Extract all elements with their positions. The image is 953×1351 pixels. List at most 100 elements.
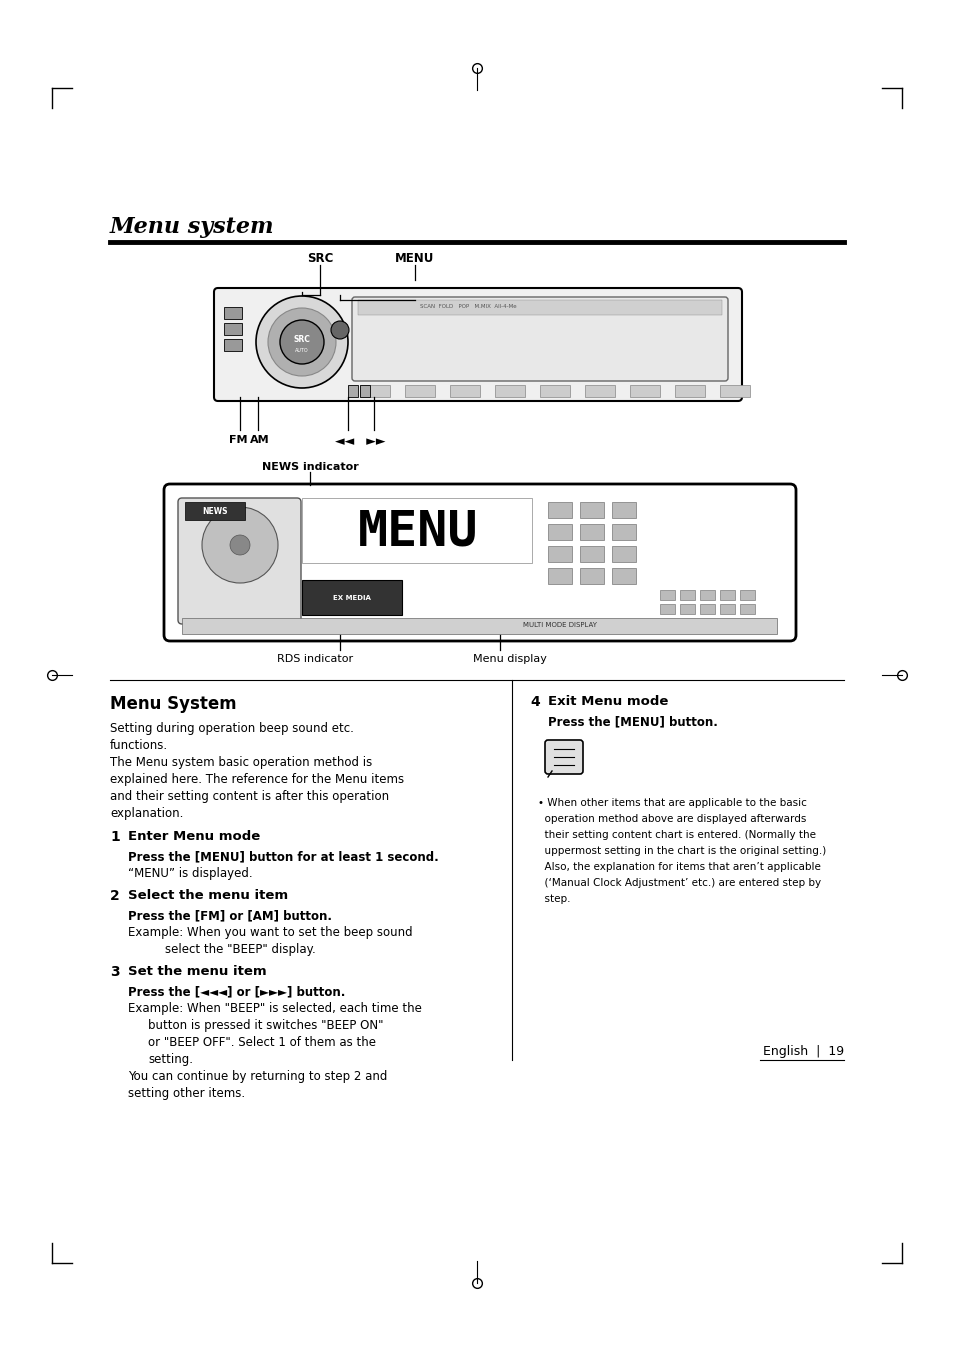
Bar (679, 604, 695, 613)
Bar (547, 546, 572, 562)
Text: setting other items.: setting other items. (128, 1088, 245, 1100)
Bar (579, 524, 603, 540)
Bar (182, 617, 776, 634)
Text: (‘Manual Clock Adjustment’ etc.) are entered step by: (‘Manual Clock Adjustment’ etc.) are ent… (537, 878, 821, 888)
Text: “MENU” is displayed.: “MENU” is displayed. (128, 867, 253, 880)
Text: ◄◄   ►►: ◄◄ ►► (335, 435, 385, 449)
Bar (185, 503, 245, 520)
Text: 1: 1 (110, 830, 120, 844)
Text: 3: 3 (110, 965, 119, 979)
Text: SRC: SRC (307, 253, 333, 265)
Text: Enter Menu mode: Enter Menu mode (128, 830, 260, 843)
Bar (359, 385, 370, 397)
Text: AUTO: AUTO (294, 347, 309, 353)
Bar (700, 590, 714, 600)
Circle shape (280, 320, 324, 363)
Text: Press the [FM] or [AM] button.: Press the [FM] or [AM] button. (128, 909, 332, 921)
Text: Also, the explanation for items that aren’t applicable: Also, the explanation for items that are… (537, 862, 820, 871)
Text: AM: AM (250, 435, 270, 444)
Text: • When other items that are applicable to the basic: • When other items that are applicable t… (537, 798, 806, 808)
Text: Example: When you want to set the beep sound: Example: When you want to set the beep s… (128, 925, 413, 939)
FancyBboxPatch shape (164, 484, 795, 640)
Bar (357, 300, 721, 315)
Text: Select the menu item: Select the menu item (128, 889, 288, 902)
Text: Exit Menu mode: Exit Menu mode (547, 694, 668, 708)
Text: RDS indicator: RDS indicator (276, 654, 353, 663)
Text: SCAN  FOLD   POP   M.MIX  All-4-Me: SCAN FOLD POP M.MIX All-4-Me (419, 304, 517, 309)
Bar (720, 604, 734, 613)
Circle shape (255, 296, 348, 388)
Text: Press the [MENU] button for at least 1 second.: Press the [MENU] button for at least 1 s… (128, 850, 438, 863)
Text: NEWS indicator: NEWS indicator (261, 462, 358, 471)
Bar (579, 546, 603, 562)
Text: button is pressed it switches "BEEP ON": button is pressed it switches "BEEP ON" (148, 1019, 383, 1032)
Bar (612, 567, 636, 584)
Bar (348, 385, 357, 397)
Bar (405, 385, 435, 397)
Bar (450, 385, 479, 397)
Bar (224, 307, 242, 319)
Bar (495, 385, 524, 397)
Text: explained here. The reference for the Menu items: explained here. The reference for the Me… (110, 773, 404, 786)
Text: EX MEDIA: EX MEDIA (333, 594, 371, 601)
Bar (547, 524, 572, 540)
Bar (700, 604, 714, 613)
Text: Press the [MENU] button.: Press the [MENU] button. (547, 715, 717, 728)
Text: The Menu system basic operation method is: The Menu system basic operation method i… (110, 757, 372, 769)
Text: select the "BEEP" display.: select the "BEEP" display. (165, 943, 315, 957)
Bar (612, 546, 636, 562)
Text: functions.: functions. (110, 739, 168, 753)
Bar (659, 604, 675, 613)
Bar (659, 590, 675, 600)
Text: explanation.: explanation. (110, 807, 183, 820)
Bar (224, 323, 242, 335)
Bar (302, 580, 401, 615)
Bar (547, 567, 572, 584)
FancyBboxPatch shape (544, 740, 582, 774)
Text: Setting during operation beep sound etc.: Setting during operation beep sound etc. (110, 721, 354, 735)
Circle shape (268, 308, 335, 376)
Bar (740, 604, 754, 613)
Text: setting.: setting. (148, 1052, 193, 1066)
Text: Menu display: Menu display (473, 654, 546, 663)
Text: NEWS: NEWS (202, 507, 228, 516)
Bar (359, 385, 390, 397)
Bar (579, 503, 603, 517)
Text: English  |  19: English | 19 (762, 1046, 843, 1058)
Bar (675, 385, 704, 397)
Circle shape (230, 535, 250, 555)
Bar (539, 385, 569, 397)
Text: their setting content chart is entered. (Normally the: their setting content chart is entered. … (537, 830, 815, 840)
Text: Set the menu item: Set the menu item (128, 965, 266, 978)
FancyBboxPatch shape (178, 499, 301, 624)
Text: FM: FM (229, 435, 247, 444)
Circle shape (202, 507, 277, 584)
Circle shape (331, 322, 349, 339)
Bar (740, 590, 754, 600)
Bar (224, 339, 242, 351)
Text: Menu System: Menu System (110, 694, 236, 713)
Text: MENU: MENU (357, 508, 477, 557)
FancyBboxPatch shape (352, 297, 727, 381)
Text: Menu system: Menu system (110, 216, 274, 238)
Bar (584, 385, 615, 397)
Text: You can continue by returning to step 2 and: You can continue by returning to step 2 … (128, 1070, 387, 1084)
Text: Press the [◄◄◄] or [►►►] button.: Press the [◄◄◄] or [►►►] button. (128, 985, 345, 998)
Bar (629, 385, 659, 397)
Text: 2: 2 (110, 889, 120, 902)
Bar (579, 567, 603, 584)
Text: operation method above are displayed afterwards: operation method above are displayed aft… (537, 815, 805, 824)
Text: MENU: MENU (395, 253, 435, 265)
Text: 4: 4 (530, 694, 539, 709)
Text: Example: When "BEEP" is selected, each time the: Example: When "BEEP" is selected, each t… (128, 1002, 421, 1015)
Bar (612, 524, 636, 540)
Bar (302, 499, 532, 563)
Bar (547, 503, 572, 517)
Bar (720, 590, 734, 600)
Bar (679, 590, 695, 600)
Bar (720, 385, 749, 397)
Text: MULTI MODE DISPLAY: MULTI MODE DISPLAY (522, 621, 597, 628)
Text: uppermost setting in the chart is the original setting.): uppermost setting in the chart is the or… (537, 846, 825, 857)
Bar (612, 503, 636, 517)
FancyBboxPatch shape (213, 288, 741, 401)
